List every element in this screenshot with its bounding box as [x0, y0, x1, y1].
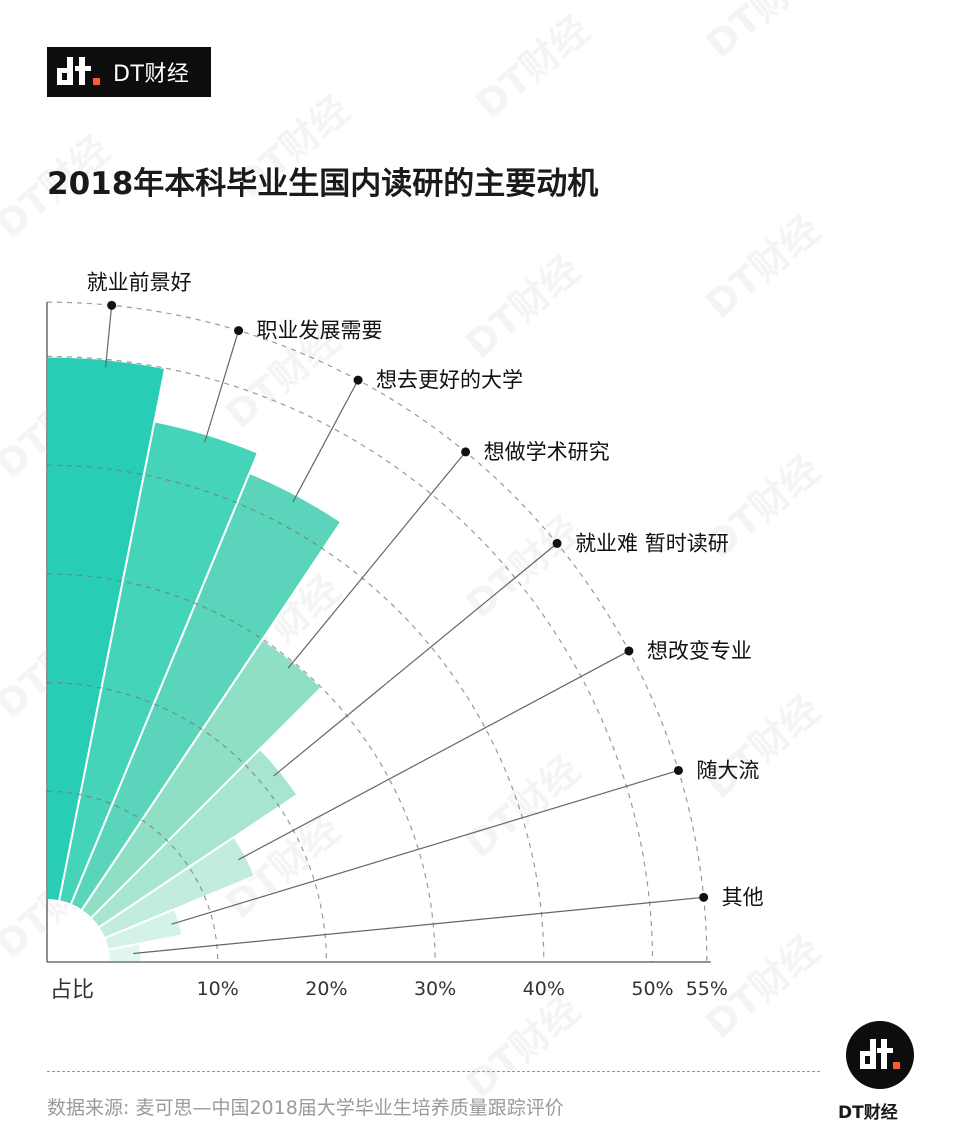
grid-arc [46, 682, 327, 963]
bar-wedge [89, 747, 299, 929]
tick-label: 30% [414, 978, 456, 1000]
footer-divider [47, 1071, 820, 1072]
leader-line [104, 305, 113, 368]
grid-arc [46, 790, 219, 963]
watermark-text: DT财经 [698, 207, 829, 326]
category-label: 其他 [722, 885, 764, 909]
category-label: 想改变专业 [647, 639, 752, 663]
bar-wedge [69, 471, 343, 912]
brand-name: DT财经 [113, 62, 190, 87]
leader-dot [673, 765, 683, 775]
leader-line [133, 896, 704, 955]
grid-layer [46, 301, 708, 963]
bar-wedge [102, 907, 184, 952]
grid-arc [46, 464, 545, 963]
tick-label: 40% [523, 978, 565, 1000]
watermark-text: DT财经 [458, 987, 589, 1106]
category-label: 就业前景好 [87, 270, 192, 294]
leader-dot [624, 646, 634, 656]
leader-dot [552, 538, 562, 548]
leader-dot [699, 892, 709, 902]
category-label: 就业难 暂时读研 [575, 531, 729, 555]
grid-arc [46, 573, 436, 963]
leader-dot [107, 300, 117, 310]
dt-round-logo-icon [846, 1021, 914, 1089]
brand-badge: DT财经 [47, 47, 211, 97]
corner-brand-name: DT财经 [838, 1103, 898, 1123]
bars-layer [46, 355, 343, 963]
leader-line [204, 330, 240, 443]
leader-line [238, 650, 630, 861]
tick-labels-layer: 10% 20% 30% 40% 50% 55% 占比 [50, 978, 728, 1003]
watermark-text: DT财经 [228, 87, 359, 206]
dt-logo-icon [57, 57, 100, 85]
tick-label: 20% [305, 978, 347, 1000]
source-note: 数据来源: 麦可思—中国2018届大学毕业生培养质量跟踪评价 [47, 1097, 564, 1119]
leader-dot [461, 447, 471, 457]
category-label: 随大流 [696, 758, 759, 782]
axis-label: 占比 [50, 978, 94, 1003]
chart-title: 2018年本科毕业生国内读研的主要动机 [47, 166, 599, 202]
watermark-text: DT财经 [458, 247, 589, 366]
watermark-text: DT财经 [0, 127, 118, 246]
watermark-text: DT财经 [458, 747, 589, 866]
bar-wedge [97, 835, 257, 940]
category-label: 职业发展需要 [257, 319, 383, 343]
leader-dot [353, 375, 363, 385]
tick-label: 50% [631, 978, 673, 1000]
category-label: 想做学术研究 [484, 440, 610, 464]
category-label: 想去更好的大学 [376, 368, 523, 392]
tick-label: 55% [686, 978, 728, 1000]
leader-dot [234, 326, 244, 336]
leader-line [171, 769, 679, 925]
watermark-text: DT财经 [468, 7, 599, 126]
axes-layer [46, 302, 711, 963]
tick-label: 10% [197, 978, 239, 1000]
leader-line [292, 379, 359, 503]
leader-line [273, 542, 558, 777]
leader-line [287, 451, 467, 669]
watermark-text: DT财经 [698, 0, 829, 67]
watermark-text: DT财经 [698, 687, 829, 806]
bar-wedge [57, 420, 260, 907]
